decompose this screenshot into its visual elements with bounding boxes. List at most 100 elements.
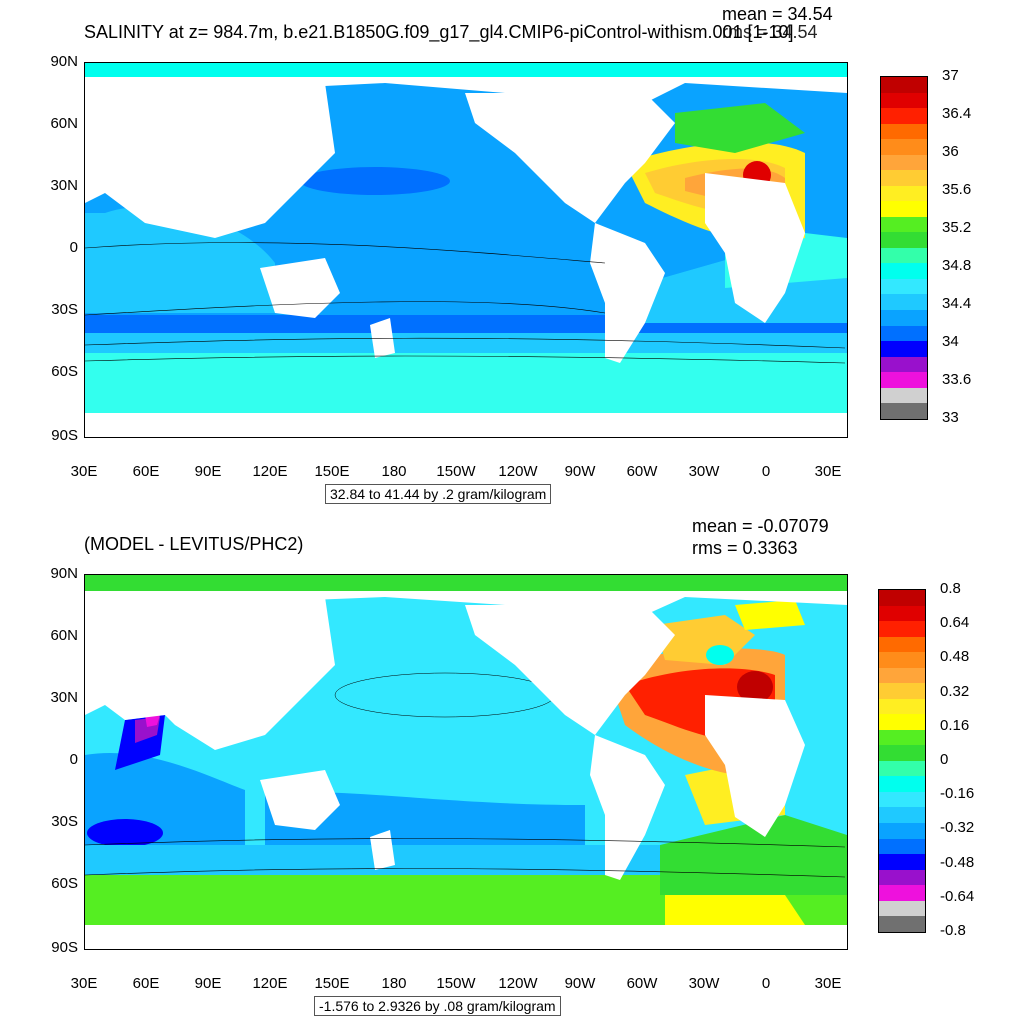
nordic-seas [735, 600, 805, 630]
colorbar-segment [881, 278, 927, 295]
lon-tick: 90E [194, 975, 222, 992]
colorbar-label: 33.6 [942, 371, 972, 388]
lon-tick: 30E [70, 463, 98, 480]
colorbar-segment [879, 605, 925, 622]
colorbar-segment [881, 387, 927, 404]
colorbar-segment [881, 139, 927, 155]
lon-tick: 120W [498, 463, 538, 480]
lon-tick: 30E [814, 463, 842, 480]
lon-tick: 120W [498, 975, 538, 992]
colorbar-label: 0.8 [940, 580, 961, 597]
australia-land [260, 258, 340, 318]
lon-tick: 150E [314, 975, 350, 992]
lon-tick: 150W [436, 463, 476, 480]
colorbar-segment [881, 403, 927, 419]
salinity-range-label: 32.84 to 41.44 by .2 gram/kilogram [325, 484, 552, 504]
southern-band-2 [85, 875, 847, 925]
salinity-rms: rms = 34.54 [722, 22, 818, 42]
new-zealand-land [370, 318, 395, 358]
lat-tick: 30N [50, 177, 78, 194]
australia-land [260, 770, 340, 830]
contour-line [85, 337, 846, 349]
lat-tick: 0 [69, 239, 78, 256]
pacific-core [300, 167, 450, 195]
colorbar-segment [879, 900, 925, 917]
arctic-ocean [85, 63, 847, 77]
colorbar-segment [881, 356, 927, 373]
lon-tick: 60W [626, 975, 658, 992]
north-america-land [465, 93, 675, 223]
colorbar-label: -0.8 [940, 922, 966, 939]
north-pacific [334, 672, 556, 718]
southern-band-3 [85, 353, 847, 413]
colorbar-segment [879, 807, 925, 823]
lon-tick: 90W [564, 975, 596, 992]
colorbar-segment [879, 636, 925, 653]
colorbar-segment [879, 776, 925, 792]
colorbar-label: 0.16 [940, 716, 970, 734]
lon-tick: 30E [70, 975, 98, 992]
colorbar-label: 0 [940, 751, 949, 768]
lon-tick: 120E [252, 463, 288, 480]
salinity-title: SALINITY at z= 984.7m, b.e21.B1850G.f09_… [84, 22, 794, 42]
eurasia-land [85, 83, 335, 238]
lat-tick: 60N [50, 627, 78, 644]
lon-tick: 60E [132, 463, 160, 480]
lon-tick: 120E [252, 975, 288, 992]
colorbar-segment [879, 838, 925, 855]
salinity-colorbar [880, 76, 928, 420]
colorbar-segment [881, 294, 927, 310]
colorbar-label: -0.64 [940, 887, 975, 905]
salinity-panel: SALINITY at z= 984.7m, b.e21.B1850G.f09_… [50, 4, 972, 504]
lat-tick: 90N [50, 565, 78, 582]
colorbar-segment [881, 263, 927, 279]
colorbar-segment [879, 854, 925, 870]
colorbar-label: 33 [942, 409, 959, 426]
colorbar-segment [879, 822, 925, 839]
difference-range-label: -1.576 to 2.9326 by .08 gram/kilogram [314, 996, 561, 1016]
colorbar-label: 34 [942, 333, 959, 350]
north-atlantic-max [737, 671, 773, 703]
colorbar-segment [881, 77, 927, 93]
antarctica-land [85, 925, 847, 949]
arabian-magenta [145, 715, 160, 727]
difference-panel: (MODEL - LEVITUS/PHC2) mean = -0.07079 r… [0, 512, 1024, 1024]
colorbar-segment [881, 341, 927, 357]
salinity-map [84, 62, 848, 438]
colorbar-label: -0.16 [940, 785, 975, 803]
africa-land [705, 173, 805, 323]
antarctica-land [85, 413, 847, 437]
contour-line [85, 868, 846, 878]
lon-tick: 60E [132, 975, 160, 992]
colorbar-segment [881, 185, 927, 202]
colorbar-segment [879, 791, 925, 808]
lat-tick: 30N [50, 689, 78, 706]
colorbar-segment [879, 714, 925, 730]
lat-tick: 90N [50, 53, 78, 70]
contour-line [85, 838, 846, 848]
difference-title: (MODEL - LEVITUS/PHC2) [84, 534, 304, 554]
arctic-ocean [85, 575, 847, 591]
lat-tick: 90S [51, 939, 78, 956]
lat-tick: 90S [51, 427, 78, 444]
south-america-land [590, 735, 665, 880]
salinity-map-canvas [85, 63, 847, 437]
colorbar-segment [881, 123, 927, 140]
salinity-mean: mean = 34.54 [722, 4, 833, 24]
indian-minimum [87, 819, 163, 847]
new-zealand-land [370, 830, 395, 870]
lon-tick: 180 [381, 975, 407, 992]
africa-land [705, 695, 805, 837]
colorbar-label: -0.48 [940, 853, 975, 871]
lon-tick: 150E [314, 463, 350, 480]
difference-map [84, 574, 848, 950]
colorbar-segment [879, 652, 925, 668]
lat-tick: 60S [51, 875, 78, 892]
lon-tick: 180 [381, 463, 407, 480]
colorbar-segment [879, 729, 925, 746]
southern-band-2 [85, 333, 847, 355]
colorbar-segment [879, 916, 925, 932]
colorbar-segment [881, 201, 927, 217]
colorbar-segment [879, 683, 925, 699]
lon-tick: 30W [688, 975, 720, 992]
